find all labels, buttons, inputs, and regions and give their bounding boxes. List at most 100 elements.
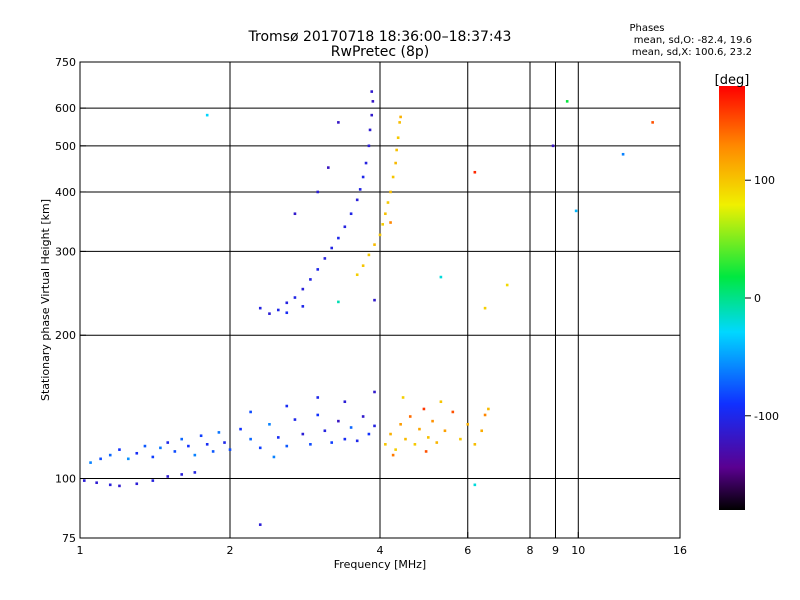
echo-point <box>398 121 401 124</box>
echo-point <box>135 451 139 455</box>
echo-point <box>355 439 359 443</box>
echo-point <box>370 90 374 93</box>
echo-point <box>217 431 221 434</box>
echo-point <box>422 407 426 411</box>
echo-point <box>431 419 434 423</box>
echo-point <box>166 475 170 478</box>
echo-point <box>473 170 477 174</box>
echo-point <box>309 443 312 446</box>
echo-point <box>355 273 359 277</box>
echo-point <box>424 450 428 453</box>
echo-point <box>451 410 455 414</box>
echo-point <box>327 166 330 169</box>
echo-point <box>373 243 376 246</box>
echo-point <box>418 427 421 431</box>
y-tick-label: 750 <box>55 56 76 69</box>
echo-point <box>330 441 334 444</box>
echo-point <box>389 190 392 194</box>
y-tick-label: 300 <box>55 245 76 258</box>
echo-point <box>272 455 276 459</box>
echo-point <box>367 253 371 257</box>
y-axis-ticks: 75 100 200 300 400 500 600 750 <box>55 56 86 545</box>
echo-point <box>384 443 387 446</box>
echo-point <box>358 188 362 191</box>
y-tick-label: 75 <box>62 532 76 545</box>
chart-subtitle: RwPretec (8p) <box>331 44 429 60</box>
echo-point <box>483 306 487 310</box>
echo-point <box>391 453 395 457</box>
echo-point <box>258 523 262 526</box>
echo-point <box>180 473 184 476</box>
echo-point <box>480 429 484 433</box>
echo-point <box>337 121 340 124</box>
echo-point <box>99 457 102 461</box>
echo-point <box>361 415 365 418</box>
colorbar-ticks: 100 0 -100 <box>745 174 779 423</box>
echo-point <box>323 429 327 433</box>
echo-point <box>364 161 368 165</box>
echo-point <box>395 148 398 152</box>
echo-point <box>151 455 155 459</box>
echo-point <box>126 457 130 461</box>
echo-point <box>316 190 320 194</box>
colorbar <box>719 86 745 510</box>
echo-point <box>193 453 197 457</box>
echo-point <box>135 482 139 486</box>
echo-point <box>301 305 305 308</box>
x-tick-label: 2 <box>227 544 234 557</box>
echo-point <box>389 432 392 436</box>
echo-point <box>399 115 402 119</box>
x-tick-label: 1 <box>77 544 84 557</box>
echo-point <box>268 422 271 426</box>
x-tick-label: 4 <box>377 544 384 557</box>
echo-point <box>473 483 477 487</box>
echo-point <box>193 471 197 474</box>
echo-point <box>293 296 297 299</box>
echo-point <box>343 437 347 441</box>
echo-point <box>337 236 340 240</box>
echo-point <box>355 198 359 202</box>
echo-point <box>483 413 487 417</box>
echo-point <box>249 410 252 414</box>
echo-point <box>180 437 184 441</box>
echo-point <box>394 161 397 165</box>
echo-point <box>466 422 470 426</box>
echo-point <box>249 437 252 441</box>
y-tick-label: 100 <box>55 473 76 486</box>
echo-point <box>373 424 376 428</box>
echo-point <box>373 390 376 394</box>
echo-point <box>276 436 280 439</box>
echo-point <box>268 312 271 315</box>
y-axis-label: Stationary phase Virtual Height [km] <box>39 199 52 401</box>
echo-point <box>293 418 297 421</box>
echo-point <box>285 301 289 305</box>
echo-point <box>565 100 569 103</box>
echo-point <box>551 144 555 148</box>
echo-point <box>378 233 382 237</box>
echo-point <box>166 441 170 444</box>
echo-point <box>367 144 371 148</box>
echo-point <box>408 415 412 418</box>
x-tick-label: 8 <box>527 544 534 557</box>
echo-point <box>370 113 374 117</box>
echo-point <box>211 450 215 453</box>
phase-stats-o: mean, sd,O: -82.4, 19.6 <box>634 35 752 46</box>
colorbar-tick-label: 100 <box>754 174 775 187</box>
echo-point <box>487 407 490 411</box>
echo-point <box>309 278 312 281</box>
echo-point <box>396 136 400 140</box>
echo-point <box>187 444 190 448</box>
phase-stats-heading: Phases <box>629 23 664 34</box>
echo-point <box>384 212 387 216</box>
echo-point <box>361 175 365 179</box>
echo-point <box>205 443 209 446</box>
echo-point <box>151 479 155 482</box>
echo-point <box>368 128 372 132</box>
echo-point <box>574 209 578 213</box>
echo-point <box>258 446 262 450</box>
echo-point <box>82 479 86 482</box>
echo-point <box>316 268 320 271</box>
echo-point <box>118 448 121 451</box>
echo-point <box>386 201 390 204</box>
